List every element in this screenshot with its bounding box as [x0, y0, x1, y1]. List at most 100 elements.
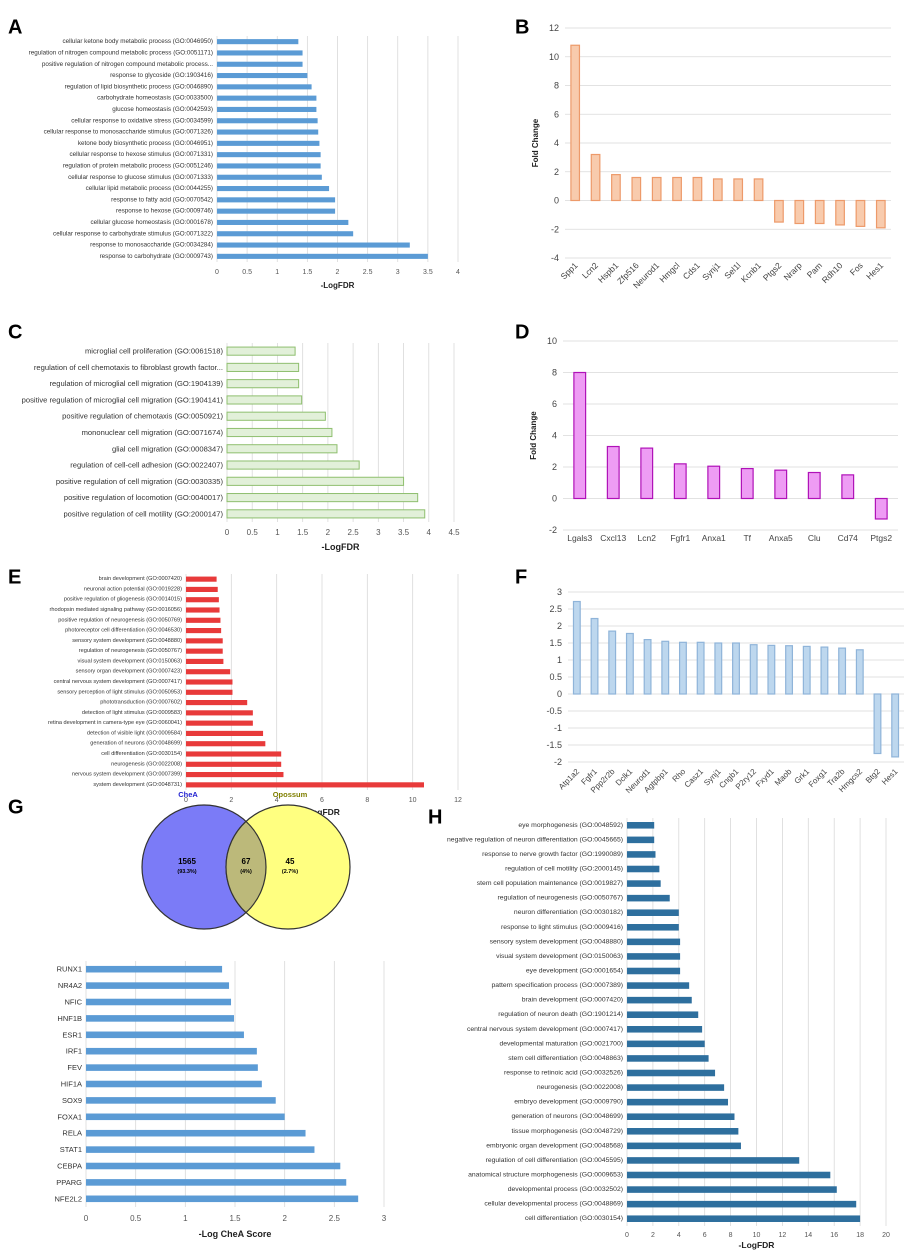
category-label: CEBPA [57, 1162, 82, 1171]
category-label: neuronal action potential (GO:0019228) [84, 586, 182, 592]
bar [186, 638, 223, 644]
category-label: cellular glucose homeostasis (GO:0001678… [90, 219, 213, 226]
bar [226, 476, 405, 486]
category-label: IRF1 [66, 1047, 82, 1056]
category-label: mononuclear cell migration (GO:0071674) [82, 428, 224, 437]
bar [217, 129, 319, 135]
panel-label-h: H [428, 807, 442, 829]
bar [226, 395, 303, 405]
bar [627, 1128, 739, 1135]
bar [86, 1179, 347, 1186]
bar [572, 600, 581, 695]
chart-d: -2 0 2 4 6 8 10 Lgals3 Cxcl13 Lcn2 Fgfr1 Anxa1 Tf Anx… [529, 336, 898, 543]
bar [217, 95, 317, 101]
category-label: Nrarp [782, 260, 804, 282]
category-label: regulation of cell differentiation (GO:0… [486, 1157, 623, 1164]
category-label: neurogenesis (GO:0022008) [111, 761, 182, 767]
panel-label-f: F [515, 567, 527, 589]
category-label: Hmgcl [657, 260, 681, 284]
bar [631, 176, 642, 202]
category-label: positive regulation of chemotaxis (GO:00… [62, 412, 223, 421]
bar [86, 982, 230, 989]
x-tick-label: 0 [225, 528, 230, 537]
bar [672, 176, 682, 202]
bar [608, 630, 617, 695]
category-label: neuron differentiation (GO:0030182) [514, 909, 623, 916]
category-label: cellular response to hexose stimulus (GO… [69, 151, 213, 158]
bar [186, 669, 231, 675]
category-label: RELA [62, 1129, 82, 1138]
bar [217, 174, 322, 180]
bar [186, 576, 217, 582]
category-label: regulation of cell motility (GO:2000145) [505, 866, 623, 873]
bar [186, 648, 223, 654]
bar [86, 965, 223, 973]
category-label: nervous system development (GO:0007399) [72, 772, 182, 778]
bar [186, 607, 220, 613]
category-label: Foxg1 [807, 767, 829, 789]
category-label: HNF1B [57, 1014, 82, 1023]
panel-label-e: E [8, 567, 21, 589]
bar [186, 730, 264, 736]
category-label: NFE2L2 [54, 1194, 82, 1203]
category-label: Fxyd1 [754, 767, 776, 789]
bar [86, 1146, 315, 1153]
category-label: response to hexose (GO:0009746) [116, 208, 213, 215]
x-tick-label: 4.5 [448, 528, 460, 537]
category-label: negative regulation of neuron differenti… [447, 836, 623, 843]
category-label: brain development (GO:0007420) [99, 576, 182, 582]
category-label: generation of neurons (GO:0048699) [90, 741, 182, 747]
category-label: embryo development (GO:0009790) [514, 1099, 623, 1106]
y-tick-label: 4 [554, 138, 559, 148]
category-label: developmental process (GO:0032502) [508, 1186, 623, 1193]
bar [627, 822, 655, 829]
category-label: cellular ketone body metabolic process (… [62, 38, 213, 45]
category-label: regulation of nitrogen compound metaboli… [29, 49, 213, 56]
category-label: Kcnb1 [739, 260, 763, 284]
bar [217, 39, 299, 45]
bar [226, 346, 296, 356]
y-tick-label: 0 [552, 494, 557, 504]
category-label: Hes1 [880, 767, 900, 787]
category-label: Maob [773, 767, 794, 788]
bar [590, 153, 601, 202]
category-label: Rdh10 [820, 260, 845, 285]
category-label: Anxa1 [702, 533, 726, 543]
bar [891, 693, 900, 758]
bar [86, 1129, 306, 1137]
bar [86, 1162, 341, 1170]
venn-count: 45 [286, 857, 295, 866]
y-tick-label: -1 [554, 723, 562, 733]
bar [627, 938, 681, 946]
bar [874, 497, 888, 520]
x-tick-label: 2 [336, 269, 340, 276]
category-label: central nervous system development (GO:0… [467, 1026, 623, 1033]
bar [611, 174, 621, 202]
y-tick-label: 10 [549, 52, 559, 62]
bar [855, 199, 866, 227]
bar [217, 118, 318, 124]
bar [749, 644, 758, 695]
panel-label-b: B [515, 17, 529, 39]
bar [785, 645, 794, 695]
x-tick-label: 10 [409, 797, 417, 804]
x-tick-label: 8 [365, 797, 369, 804]
bar [627, 1157, 800, 1164]
category-label: developmental maturation (GO:0021700) [499, 1040, 623, 1047]
category-label: P2ry12 [734, 767, 759, 792]
bar [696, 641, 705, 695]
category-label: ketone body biosynthetic process (GO:004… [78, 140, 213, 147]
bar [673, 463, 687, 500]
x-tick-label: 6 [703, 1232, 707, 1239]
category-label: Lcn2 [638, 533, 657, 543]
category-label: tissue morphogenesis (GO:0048729) [512, 1128, 623, 1135]
chart-a: 0 0.5 1 1.5 2 2.5 3 3.5 4 cellular ketone body me… [29, 36, 460, 290]
category-label: Cd74 [838, 533, 859, 543]
bar [627, 1186, 837, 1193]
bar [590, 617, 599, 695]
bar [838, 647, 847, 695]
x-tick-label: 3 [376, 528, 381, 537]
x-tick-label: 10 [753, 1232, 761, 1239]
bar [814, 199, 825, 225]
